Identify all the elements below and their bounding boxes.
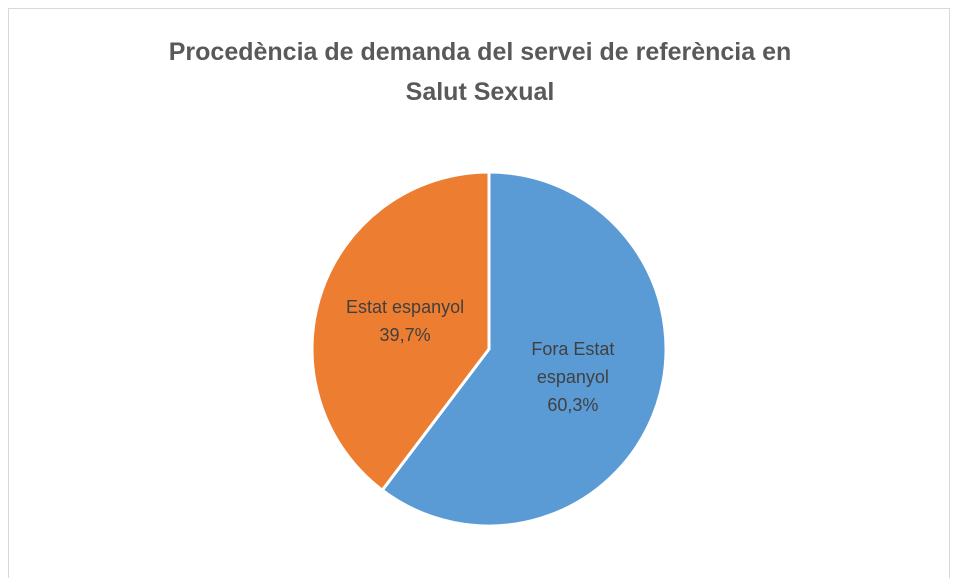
category-label: Estat espanyol xyxy=(346,296,465,317)
slice-label: Estat espanyol 39,7% xyxy=(345,293,465,349)
slice-label: Fora Estat espanyol 60,3% xyxy=(513,335,633,419)
category-label: Fora Estat espanyol xyxy=(531,339,615,388)
value-label: 39,7% xyxy=(379,324,431,345)
chart-title: Procedència de demanda del servei de ref… xyxy=(168,38,792,106)
pie-slice xyxy=(310,170,491,493)
pie-slice xyxy=(380,170,668,528)
value-label: 60,3% xyxy=(547,395,599,416)
